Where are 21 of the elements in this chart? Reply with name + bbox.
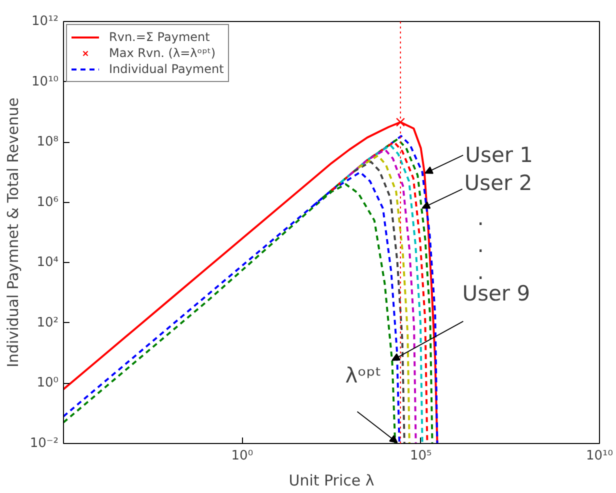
legend-label: Max Rvn. (λ=λᵒᵖᵗ) bbox=[109, 45, 216, 61]
legend-label: Rvn.=Σ Payment bbox=[109, 29, 210, 45]
y-tick-label: 10⁶ bbox=[36, 194, 59, 210]
legend-label: Individual Payment bbox=[109, 61, 224, 77]
annotation: λᵒᵖᵗ bbox=[345, 364, 382, 388]
annotation: User 2 bbox=[464, 171, 532, 196]
y-tick-label: 10² bbox=[36, 315, 59, 330]
x-tick-label: 10¹⁰ bbox=[586, 448, 613, 464]
y-tick-label: 10⁸ bbox=[36, 134, 59, 150]
annotation: . bbox=[477, 206, 484, 230]
x-tick-label: 10⁰ bbox=[231, 448, 254, 464]
y-tick-label: 10⁰ bbox=[36, 376, 59, 391]
y-tick-label: 10⁴ bbox=[36, 255, 59, 270]
annotation: User 1 bbox=[465, 143, 534, 168]
annotation: . bbox=[477, 233, 484, 258]
y-tick-label: 10⁻² bbox=[30, 436, 59, 451]
y-tick-label: 10¹² bbox=[32, 14, 59, 29]
x-axis-title: Unit Price λ bbox=[288, 472, 374, 490]
x-tick-label: 10⁵ bbox=[410, 448, 432, 464]
y-tick-label: 10¹⁰ bbox=[32, 74, 59, 90]
y-axis-title: Individual Paymnet & Total Revenue bbox=[4, 98, 22, 368]
